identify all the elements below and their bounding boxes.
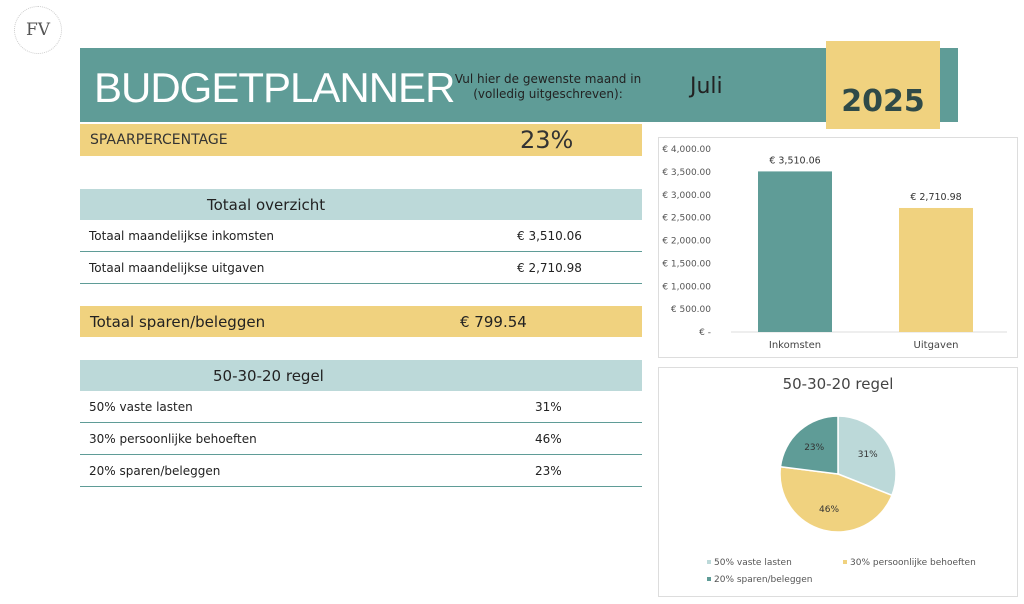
row-label: 30% persoonlijke behoeften — [89, 432, 257, 446]
legend-swatch — [707, 560, 711, 564]
table-row: 30% persoonlijke behoeften 46% — [80, 423, 642, 455]
bar — [758, 171, 832, 332]
logo: FV — [14, 6, 62, 54]
savings-rate-row: SPAARPERCENTAGE 23% — [80, 124, 642, 156]
table-row: 50% vaste lasten 31% — [80, 391, 642, 423]
legend-label: 50% vaste lasten — [714, 558, 792, 568]
bar — [899, 207, 973, 332]
rule-header: 50-30-20 regel — [80, 360, 642, 391]
overview-title: Totaal overzicht — [207, 196, 326, 214]
y-tick-label: € 500.00 — [671, 305, 711, 315]
bar-chart: € - € 500.00 € 1,000.00 € 1,500.00 € 2,000.0… — [658, 137, 1018, 358]
month-input[interactable]: Juli — [690, 74, 723, 99]
row-value: € 2,710.98 — [517, 261, 582, 275]
logo-text: FV — [25, 20, 51, 40]
row-label: Totaal maandelijkse uitgaven — [89, 261, 265, 275]
table-row: 20% sparen/beleggen 23% — [80, 455, 642, 487]
row-value: 46% — [535, 432, 562, 446]
legend-label: 20% sparen/beleggen — [714, 575, 813, 585]
row-label: Totaal maandelijkse inkomsten — [89, 229, 275, 243]
page-title: BUDGETPLANNER — [94, 64, 455, 111]
data-label: 46% — [819, 505, 839, 515]
rule-title: 50-30-20 regel — [213, 367, 324, 385]
legend-swatch — [707, 577, 711, 581]
pie-chart: 50-30-20 regel 31% 46% 23% 50% vaste lasten 3… — [658, 367, 1018, 597]
table-row: Totaal maandelijkse uitgaven € 2,710.98 — [80, 252, 642, 284]
pie-chart-svg: 50-30-20 regel 31% 46% 23% 50% vaste lasten 3… — [707, 375, 976, 585]
y-tick-label: € 1,000.00 — [662, 282, 711, 292]
savings-rate-value: 23% — [520, 126, 574, 154]
row-value: € 3,510.06 — [517, 229, 582, 243]
row-label: 20% sparen/beleggen — [89, 464, 221, 478]
y-tick-label: € 3,500.00 — [662, 168, 711, 178]
savings-rate-label: SPAARPERCENTAGE — [90, 132, 228, 148]
total-savings-row: Totaal sparen/beleggen € 799.54 — [80, 306, 642, 337]
table-row: Totaal maandelijkse inkomsten € 3,510.06 — [80, 220, 642, 252]
data-label: 23% — [804, 443, 824, 453]
pie-slice — [779, 415, 839, 475]
y-tick-label: € 1,500.00 — [662, 259, 711, 269]
x-tick-label: Inkomsten — [769, 340, 821, 351]
y-tick-label: € - — [699, 328, 711, 338]
data-label: € 2,710.98 — [910, 192, 961, 203]
pie-slice — [779, 465, 893, 533]
year-value: 2025 — [841, 84, 925, 119]
legend-label: 30% persoonlijke behoeften — [850, 558, 976, 568]
chart-title: 50-30-20 regel — [783, 375, 894, 393]
legend-swatch — [843, 560, 847, 564]
data-label: € 3,510.06 — [769, 155, 820, 166]
x-tick-label: Uitgaven — [914, 340, 959, 351]
data-label: 31% — [858, 450, 878, 460]
pie-slice — [837, 415, 897, 497]
y-tick-label: € 2,000.00 — [662, 237, 711, 247]
total-savings-label: Totaal sparen/beleggen — [90, 313, 266, 331]
bar-chart-svg: € - € 500.00 € 1,000.00 € 1,500.00 € 2,000.0… — [662, 145, 1007, 351]
overview-header: Totaal overzicht — [80, 189, 642, 220]
total-savings-value: € 799.54 — [460, 313, 527, 331]
year-box[interactable]: 2025 — [826, 41, 940, 129]
y-tick-label: € 3,000.00 — [662, 191, 711, 201]
row-label: 50% vaste lasten — [89, 400, 193, 414]
row-value: 31% — [535, 400, 562, 414]
month-prompt: Vul hier de gewenste maand in (volledig … — [454, 72, 642, 101]
y-tick-label: € 4,000.00 — [662, 145, 711, 155]
header-band — [80, 48, 958, 122]
y-tick-label: € 2,500.00 — [662, 214, 711, 224]
row-value: 23% — [535, 464, 562, 478]
